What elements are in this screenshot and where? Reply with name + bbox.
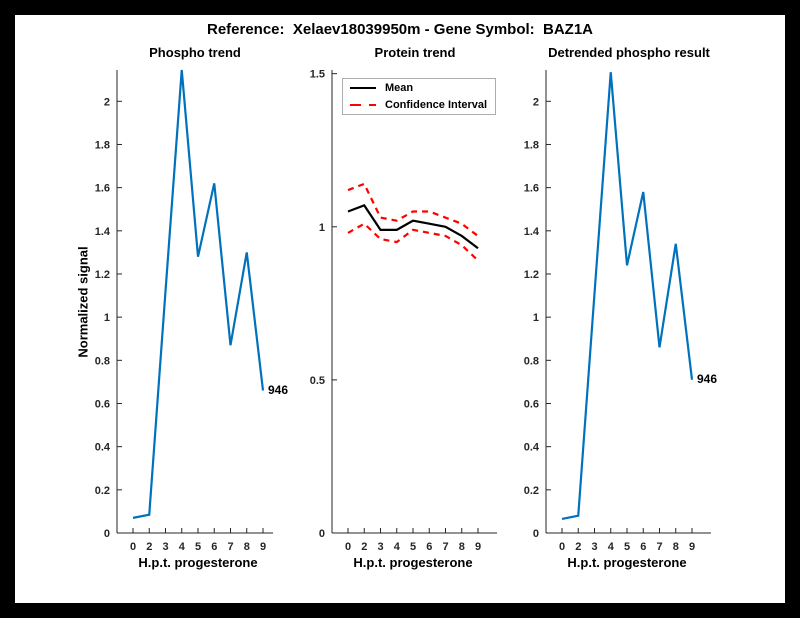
legend-label-mean: Mean — [385, 82, 414, 94]
y-tick-label: 1 — [104, 312, 110, 324]
x-tick-label: 8 — [244, 541, 250, 553]
subplot1-title: Phospho trend — [149, 45, 241, 60]
y-tick-label: 0 — [319, 528, 325, 540]
legend: Mean Confidence Interval — [342, 78, 496, 115]
subplot2-x-label: H.p.t. progesterone — [353, 555, 473, 570]
x-tick-label: 5 — [410, 541, 416, 553]
x-tick-label: 7 — [656, 541, 662, 553]
x-tick-label: 3 — [377, 541, 383, 553]
subplot-protein-trend: 00.511.50 2 3 4 5 6 7 8 9 — [310, 69, 497, 553]
x-tick-label: 9 — [475, 541, 481, 553]
y-tick-label: 0 — [104, 528, 110, 540]
y-tick-label: 1 — [319, 222, 325, 234]
mean-line-swatch — [350, 86, 376, 90]
x-tick-label: 6 — [211, 541, 217, 553]
x-tick-label: 4 — [608, 541, 615, 553]
x-tick-label: 0 — [130, 541, 136, 553]
y-tick-label: 0.2 — [95, 485, 110, 497]
x-tick-label: 3 — [162, 541, 168, 553]
y-tick-label: 1.4 — [95, 226, 111, 238]
subplot-phospho-trend: 00.20.40.60.811.21.41.61.820 2 3 4 5 6 7 8 9 — [95, 69, 273, 553]
y-tick-label: 0.2 — [524, 485, 539, 497]
detrended-phospho-signal-line — [561, 72, 694, 521]
matlab-figure: Reference: Xelaev18039950m - Gene Symbol… — [15, 15, 785, 603]
x-tick-label: 0 — [559, 541, 565, 553]
y-tick-label: 1 — [533, 312, 539, 324]
y-tick-label: 0 — [533, 528, 539, 540]
x-tick-label: 9 — [260, 541, 266, 553]
legend-item-confidence-interval: Confidence Interval — [350, 98, 495, 112]
figure-title: Reference: Xelaev18039950m - Gene Symbol… — [206, 21, 593, 38]
y-tick-label: 0.5 — [310, 375, 325, 387]
x-tick-label: 7 — [442, 541, 448, 553]
y-tick-label: 1.6 — [524, 183, 539, 195]
y-tick-label: 0.8 — [95, 355, 110, 367]
subplot3-x-label: H.p.t. progesterone — [567, 555, 687, 570]
subplot-detrended-phospho-result: 00.20.40.60.811.21.41.61.820 2 3 4 5 6 7 8 9 — [524, 70, 711, 553]
confidence-interval-line-swatch — [350, 103, 376, 107]
y-axis-label: Normalized signal — [75, 246, 91, 358]
mean-line — [347, 204, 479, 250]
y-tick-label: 1.8 — [95, 139, 110, 151]
y-tick-label: 1.4 — [524, 226, 540, 238]
x-tick-label: 7 — [227, 541, 233, 553]
x-tick-label: 6 — [426, 541, 432, 553]
y-tick-label: 0.6 — [524, 398, 539, 410]
x-tick-label: 4 — [394, 541, 401, 553]
subplot1-x-label: H.p.t. progesterone — [138, 555, 258, 570]
y-tick-label: 1.2 — [524, 269, 539, 281]
x-tick-label: 5 — [195, 541, 201, 553]
y-tick-label: 1.8 — [524, 139, 539, 151]
y-tick-label: 2 — [104, 96, 110, 108]
figure-canvas: 00.20.40.60.811.21.41.61.820 2 3 4 5 6 7 8 900.5… — [95, 69, 711, 553]
y-tick-label: 0.6 — [95, 398, 110, 410]
subplot2-title: Protein trend — [374, 45, 456, 60]
x-tick-label: 2 — [361, 541, 367, 553]
confidence-interval-lower-line — [347, 222, 479, 262]
x-tick-label: 8 — [459, 541, 465, 553]
x-tick-label: 3 — [591, 541, 597, 553]
y-tick-label: 1.5 — [310, 69, 325, 81]
legend-label-confidence-interval: Confidence Interval — [385, 99, 488, 111]
y-tick-label: 2 — [533, 96, 539, 108]
confidence-interval-upper-line — [347, 182, 479, 237]
subplot3-title: Detrended phospho result — [548, 45, 710, 60]
legend-item-mean: Mean — [350, 81, 495, 95]
y-tick-label: 0.4 — [95, 442, 111, 454]
y-tick-label: 0.8 — [524, 355, 539, 367]
x-tick-label: 2 — [575, 541, 581, 553]
y-tick-label: 1.2 — [95, 269, 110, 281]
y-tick-label: 0.4 — [524, 442, 540, 454]
x-tick-label: 0 — [345, 541, 351, 553]
x-tick-label: 8 — [673, 541, 679, 553]
x-tick-label: 9 — [689, 541, 695, 553]
y-tick-label: 1.6 — [95, 183, 110, 195]
x-tick-label: 2 — [146, 541, 152, 553]
subplot1-end-annotation: 946 — [268, 383, 289, 397]
subplot3-end-annotation: 946 — [697, 372, 718, 386]
phospho-signal-line — [132, 69, 265, 519]
x-tick-label: 4 — [179, 541, 186, 553]
x-tick-label: 6 — [640, 541, 646, 553]
x-tick-label: 5 — [624, 541, 630, 553]
